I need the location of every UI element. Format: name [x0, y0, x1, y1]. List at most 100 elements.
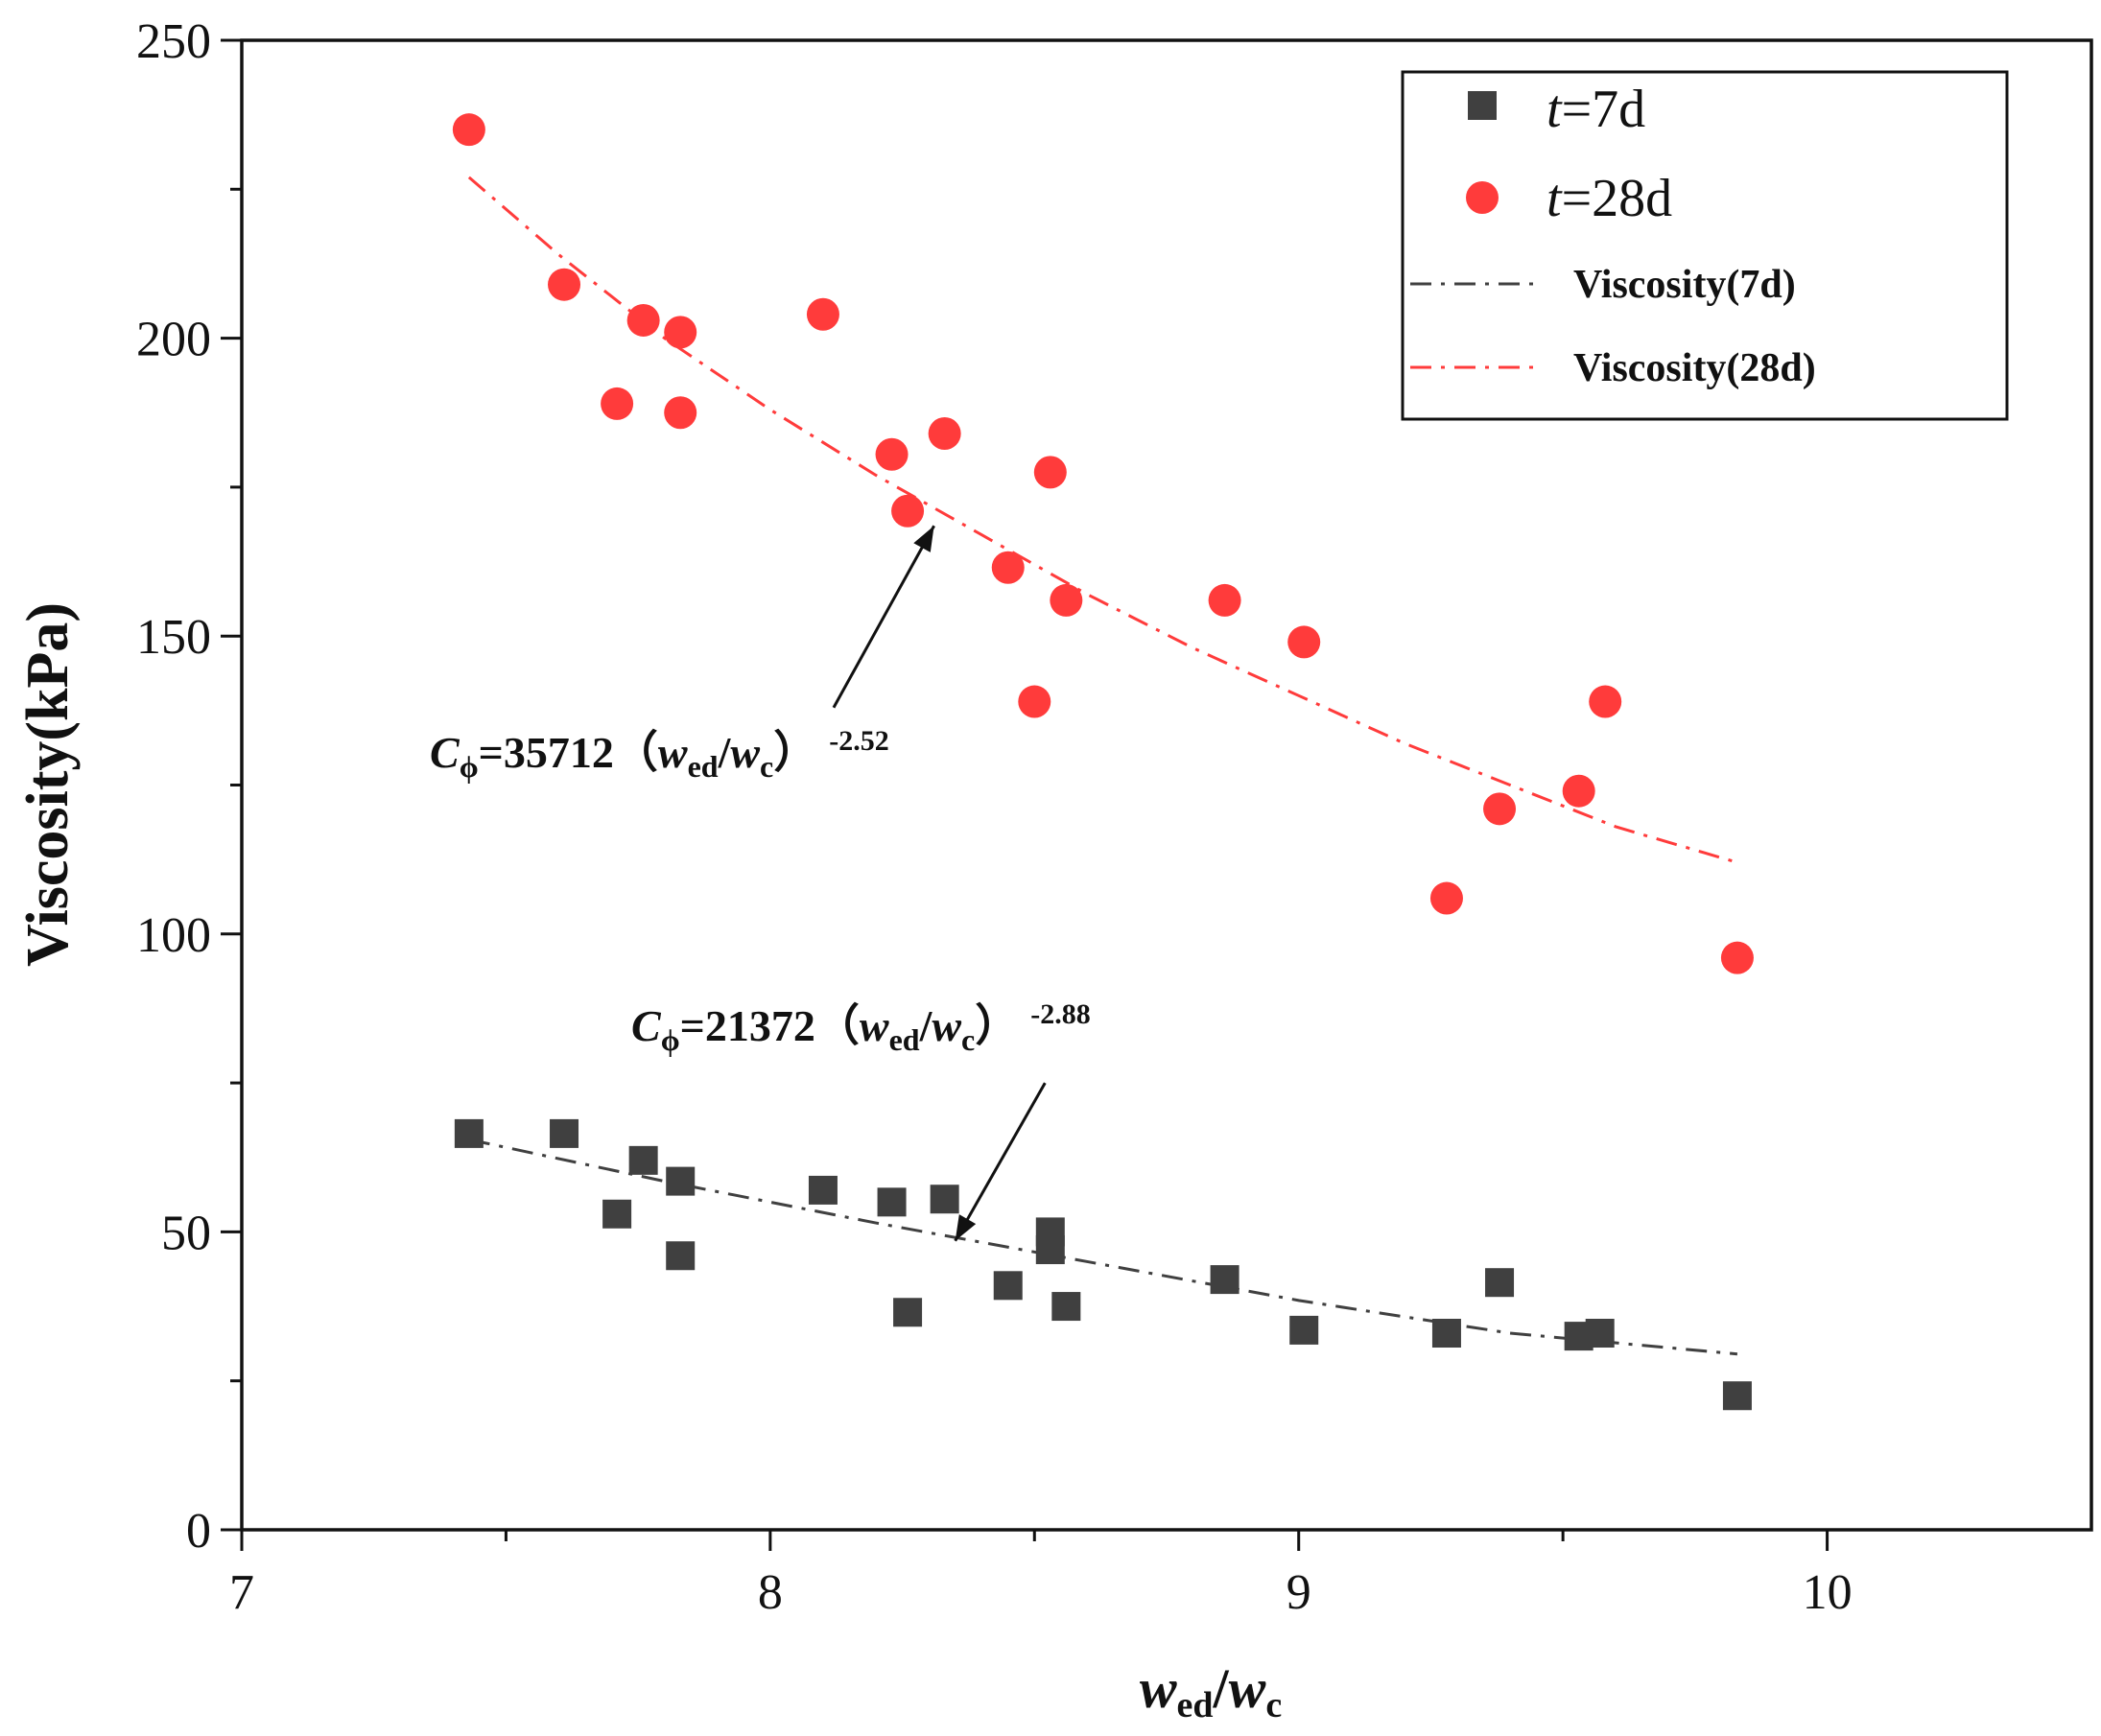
arrow-line-0 [832, 525, 935, 709]
x-axis-title: wed/wc [1140, 1657, 1282, 1725]
x-axis-title-w2: w [1229, 1657, 1266, 1720]
annotation-7d-c: C [631, 1001, 662, 1050]
annotation-7d-exp: -2.88 [1030, 998, 1091, 1030]
annotation-28d-w1: w [658, 728, 688, 777]
legend-marker-7d [1468, 91, 1497, 120]
point-7d-0 [454, 1118, 484, 1148]
annotation-28d-text: Cϕ=35712（wed/wc） -2.52 [430, 725, 889, 784]
annotation-28d-coef: =35712 [479, 728, 614, 777]
annotation-7d-w1: w [860, 1001, 889, 1050]
legend-label-28d-t: t [1546, 169, 1563, 228]
annotation-28d-c: C [430, 728, 460, 777]
x-axis-title-sub2: c [1265, 1685, 1282, 1725]
point-28d-19 [1589, 685, 1622, 718]
y-tick-label-150: 150 [136, 610, 211, 665]
legend-marker-28d [1466, 181, 1499, 214]
legend-box [1401, 70, 2009, 421]
point-28d-10 [991, 551, 1025, 584]
annotation-7d-coef: =21372 [680, 1001, 815, 1050]
annotation-7d-equation: Cϕ=21372（wed/wc） -2.88 [631, 998, 1091, 1057]
point-28d-20 [1720, 941, 1754, 974]
point-7d-17 [1485, 1268, 1515, 1298]
annotation-7d-sub1: ed [889, 1022, 920, 1057]
annotation-7d-phi: ϕ [661, 1022, 680, 1057]
point-28d-3 [626, 303, 660, 337]
x-tick-label-7: 7 [229, 1565, 254, 1620]
point-7d-5 [666, 1166, 696, 1196]
annotation-arrows [832, 525, 1047, 1242]
point-28d-13 [1050, 583, 1083, 617]
legend: t=7d t=28d Viscosity(7d) Viscosity(28d) [1401, 70, 2009, 421]
point-28d-17 [1483, 792, 1517, 826]
point-28d-9 [928, 416, 961, 450]
legend-label-7d-t: t [1546, 80, 1563, 139]
data-markers [452, 113, 1754, 1411]
y-tick-label-0: 0 [186, 1504, 211, 1559]
legend-label-28d-rest: =28d [1562, 169, 1673, 228]
legend-label-7d-rest: =7d [1562, 80, 1646, 139]
x-axis-title-w1: w [1140, 1657, 1177, 1720]
annotation-7d-rparen: ） [975, 1001, 1019, 1050]
point-7d-16 [1431, 1319, 1461, 1349]
point-7d-20 [1722, 1381, 1752, 1411]
annotation-7d-sub2: c [961, 1022, 975, 1057]
point-7d-6 [808, 1175, 838, 1205]
legend-label-fit-7d: Viscosity(7d) [1573, 263, 1796, 307]
y-tick-label-250: 250 [136, 14, 211, 69]
annotation-28d-lparen: （ [614, 728, 658, 777]
point-28d-8 [891, 494, 925, 528]
arrow-head-0 [913, 526, 934, 552]
x-tick-label-10: 10 [1803, 1565, 1853, 1620]
point-28d-1 [548, 268, 581, 301]
y-tick-label-100: 100 [136, 908, 211, 963]
point-7d-19 [1585, 1319, 1615, 1349]
fit-line-1 [467, 176, 1738, 864]
point-7d-14 [1210, 1265, 1239, 1295]
point-28d-14 [1208, 583, 1241, 617]
annotation-28d-exp: -2.52 [829, 725, 889, 757]
legend-label-fit-28d: Viscosity(28d) [1573, 346, 1816, 390]
point-7d-2 [602, 1199, 632, 1229]
annotation-28d-w2: w [730, 728, 760, 777]
point-7d-1 [550, 1118, 579, 1148]
point-7d-7 [877, 1187, 907, 1217]
point-28d-2 [601, 387, 634, 420]
annotation-7d-w2: w [932, 1001, 961, 1050]
point-28d-16 [1429, 881, 1463, 915]
x-axis-title-sub1: ed [1177, 1685, 1214, 1725]
x-tick-label-8: 8 [758, 1565, 783, 1620]
point-28d-12 [1033, 456, 1067, 489]
point-7d-15 [1289, 1315, 1319, 1345]
x-axis-title-slash: / [1213, 1657, 1230, 1720]
point-28d-15 [1287, 625, 1321, 659]
point-7d-12 [1035, 1235, 1065, 1265]
point-7d-3 [628, 1145, 658, 1175]
point-7d-9 [930, 1185, 959, 1214]
annotation-7d-lparen: （ [815, 1001, 860, 1050]
point-28d-18 [1562, 774, 1595, 808]
arrow-head-1 [955, 1214, 977, 1241]
point-7d-10 [993, 1271, 1023, 1301]
point-7d-4 [666, 1241, 696, 1271]
point-7d-13 [1051, 1292, 1081, 1322]
annotation-28d-slash: / [718, 728, 732, 777]
point-28d-4 [664, 316, 697, 349]
legend-label-28d: t=28d [1546, 169, 1672, 228]
fit-line-0 [468, 1138, 1738, 1356]
point-28d-5 [664, 396, 697, 430]
arrow-line-1 [954, 1082, 1047, 1242]
y-tick-label-50: 50 [161, 1206, 211, 1260]
point-28d-0 [452, 113, 485, 147]
annotation-28d-phi: ϕ [460, 749, 479, 784]
annotation-7d-text: Cϕ=21372（wed/wc） -2.88 [631, 998, 1091, 1057]
legend-label-7d: t=7d [1546, 80, 1645, 139]
fit-lines [467, 176, 1738, 1356]
annotation-7d-slash: / [919, 1001, 933, 1050]
point-28d-11 [1018, 685, 1051, 718]
annotation-28d-rparen: ） [773, 728, 817, 777]
annotation-28d-sub1: ed [688, 749, 719, 784]
y-tick-label-200: 200 [136, 313, 211, 367]
annotation-28d-sub2: c [760, 749, 773, 784]
x-tick-label-9: 9 [1287, 1565, 1311, 1620]
